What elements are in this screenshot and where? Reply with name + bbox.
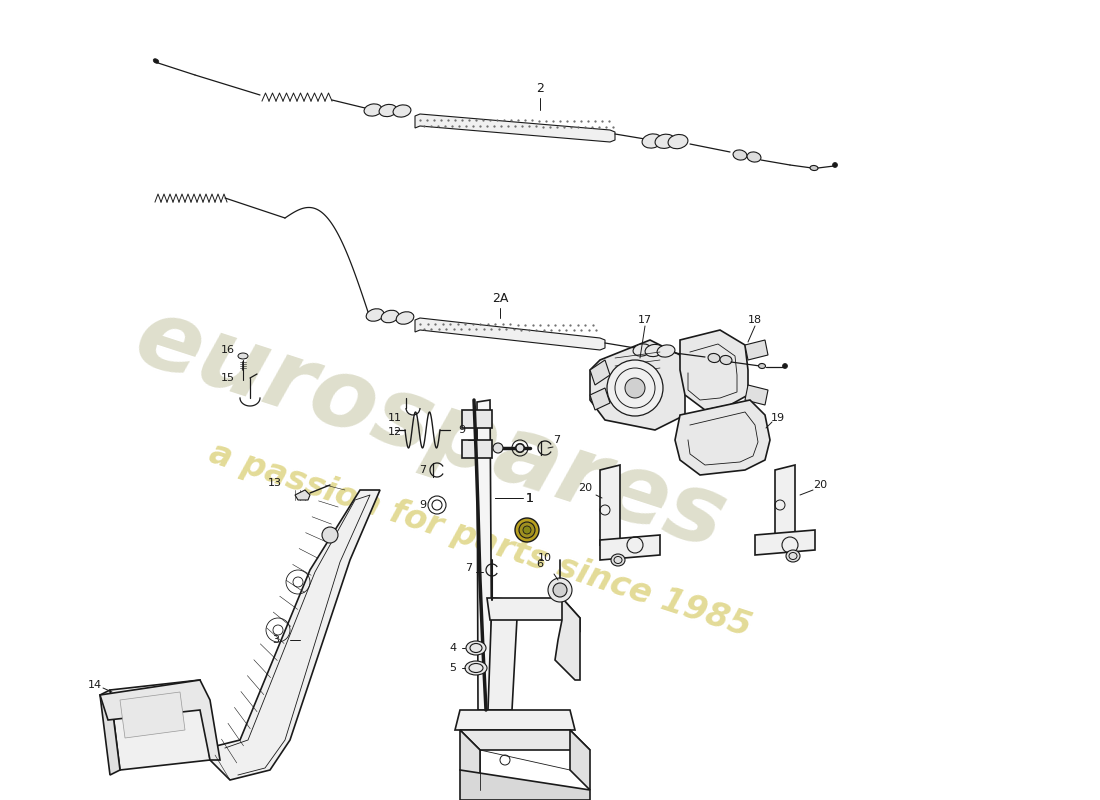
Polygon shape bbox=[600, 535, 660, 560]
Polygon shape bbox=[100, 690, 120, 775]
Circle shape bbox=[625, 378, 645, 398]
Ellipse shape bbox=[364, 104, 382, 116]
Polygon shape bbox=[590, 340, 685, 430]
Circle shape bbox=[548, 578, 572, 602]
Ellipse shape bbox=[733, 150, 747, 160]
Ellipse shape bbox=[645, 344, 663, 357]
Ellipse shape bbox=[516, 444, 524, 452]
Ellipse shape bbox=[634, 344, 651, 356]
Polygon shape bbox=[675, 400, 770, 475]
Polygon shape bbox=[600, 465, 620, 545]
Polygon shape bbox=[488, 598, 518, 710]
Text: 20: 20 bbox=[578, 483, 592, 493]
Text: 4: 4 bbox=[450, 643, 456, 653]
Text: 2A: 2A bbox=[492, 291, 508, 305]
Polygon shape bbox=[100, 680, 220, 760]
Text: 13: 13 bbox=[268, 478, 282, 488]
Text: 7: 7 bbox=[465, 563, 473, 573]
Ellipse shape bbox=[610, 554, 625, 566]
Polygon shape bbox=[460, 730, 590, 750]
Text: 1: 1 bbox=[526, 491, 534, 505]
Circle shape bbox=[553, 583, 566, 597]
Text: 3: 3 bbox=[273, 635, 279, 645]
Ellipse shape bbox=[668, 134, 688, 149]
Text: 7: 7 bbox=[419, 465, 427, 475]
Text: 15: 15 bbox=[221, 373, 235, 383]
Polygon shape bbox=[295, 490, 310, 500]
Polygon shape bbox=[755, 530, 815, 555]
Polygon shape bbox=[745, 385, 768, 405]
Ellipse shape bbox=[759, 363, 766, 369]
Polygon shape bbox=[110, 680, 210, 770]
Ellipse shape bbox=[642, 134, 662, 148]
Polygon shape bbox=[455, 710, 575, 730]
Polygon shape bbox=[200, 490, 380, 780]
Ellipse shape bbox=[782, 363, 788, 369]
Polygon shape bbox=[745, 340, 768, 360]
Circle shape bbox=[607, 360, 663, 416]
Ellipse shape bbox=[786, 550, 800, 562]
Circle shape bbox=[322, 527, 338, 543]
Polygon shape bbox=[776, 465, 795, 545]
Ellipse shape bbox=[515, 518, 539, 542]
Ellipse shape bbox=[522, 526, 531, 534]
Text: 18: 18 bbox=[748, 315, 762, 325]
Text: eurospares: eurospares bbox=[123, 290, 737, 570]
Ellipse shape bbox=[379, 104, 397, 117]
Text: 5: 5 bbox=[450, 663, 456, 673]
Polygon shape bbox=[460, 730, 480, 790]
Ellipse shape bbox=[238, 353, 248, 359]
Ellipse shape bbox=[720, 355, 732, 365]
Polygon shape bbox=[415, 114, 615, 142]
Text: 11: 11 bbox=[388, 413, 401, 423]
Ellipse shape bbox=[747, 152, 761, 162]
Ellipse shape bbox=[465, 661, 487, 675]
Polygon shape bbox=[590, 388, 610, 410]
Ellipse shape bbox=[396, 312, 414, 324]
Text: 16: 16 bbox=[221, 345, 235, 355]
Ellipse shape bbox=[493, 443, 503, 453]
Text: a passion for parts since 1985: a passion for parts since 1985 bbox=[205, 437, 756, 643]
Text: 6: 6 bbox=[537, 559, 543, 569]
Text: 9: 9 bbox=[459, 425, 465, 435]
Polygon shape bbox=[556, 598, 580, 680]
Ellipse shape bbox=[519, 522, 535, 538]
Text: 9: 9 bbox=[419, 500, 427, 510]
Text: 14: 14 bbox=[88, 680, 102, 690]
Polygon shape bbox=[120, 692, 185, 738]
Ellipse shape bbox=[657, 345, 675, 357]
Ellipse shape bbox=[153, 58, 158, 63]
Text: 1: 1 bbox=[526, 491, 534, 505]
Text: 20: 20 bbox=[813, 480, 827, 490]
Polygon shape bbox=[462, 440, 492, 458]
Polygon shape bbox=[680, 330, 748, 410]
Text: 2: 2 bbox=[536, 82, 543, 94]
Ellipse shape bbox=[366, 309, 384, 322]
Polygon shape bbox=[590, 360, 610, 385]
Polygon shape bbox=[460, 770, 590, 800]
Ellipse shape bbox=[833, 162, 837, 167]
Text: 10: 10 bbox=[538, 553, 552, 563]
Ellipse shape bbox=[382, 310, 399, 322]
Ellipse shape bbox=[466, 641, 486, 655]
Text: 12: 12 bbox=[388, 427, 403, 437]
Polygon shape bbox=[415, 318, 605, 350]
Text: 7: 7 bbox=[553, 435, 561, 445]
Polygon shape bbox=[487, 598, 580, 632]
Ellipse shape bbox=[393, 105, 411, 117]
Polygon shape bbox=[477, 400, 492, 710]
Text: 17: 17 bbox=[638, 315, 652, 325]
Text: 19: 19 bbox=[771, 413, 785, 423]
Polygon shape bbox=[570, 730, 590, 790]
Ellipse shape bbox=[656, 134, 675, 149]
Ellipse shape bbox=[708, 354, 720, 362]
Ellipse shape bbox=[810, 166, 818, 170]
Polygon shape bbox=[462, 410, 492, 428]
